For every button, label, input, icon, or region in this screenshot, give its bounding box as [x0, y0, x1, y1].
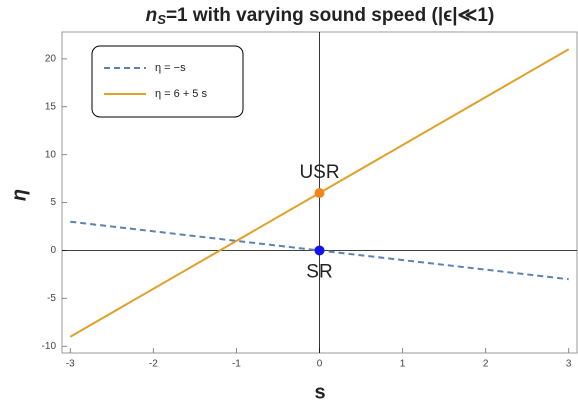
x-tick-label: 1: [400, 359, 406, 370]
chart-title: nS=1 with varying sound speed (|ϵ|≪1): [146, 5, 495, 27]
y-tick-label: 10: [45, 149, 57, 160]
title-rest: =1 with varying sound speed (|ϵ|≪1): [166, 5, 494, 26]
point-label: SR: [306, 261, 332, 282]
x-tick-label: 3: [566, 359, 572, 370]
x-tick-label: 2: [483, 359, 489, 370]
title-subscript: S: [157, 12, 166, 27]
x-tick-label: -3: [66, 359, 75, 370]
x-tick-label: 0: [317, 359, 323, 370]
point: [314, 245, 325, 256]
y-tick-label: 15: [45, 101, 57, 112]
legend-label: η = −s: [155, 62, 186, 74]
y-tick-label: 5: [50, 197, 56, 208]
y-tick-label: 0: [50, 245, 56, 256]
x-tick-label: -2: [149, 359, 158, 370]
y-tick-label: -10: [42, 341, 57, 352]
legend-label: η = 6 + 5 s: [155, 88, 207, 100]
legend-box: [91, 45, 244, 118]
y-tick-label: -5: [47, 293, 56, 304]
y-tick-label: 20: [45, 53, 57, 64]
x-tick-label: -1: [232, 359, 241, 370]
point-label: USR: [299, 162, 339, 183]
y-axis-label: η: [8, 189, 30, 201]
x-axis-label: s: [314, 381, 325, 403]
legend: η = −s η = 6 + 5 s: [91, 45, 244, 118]
title-base: n: [146, 5, 158, 26]
point: [314, 187, 325, 198]
